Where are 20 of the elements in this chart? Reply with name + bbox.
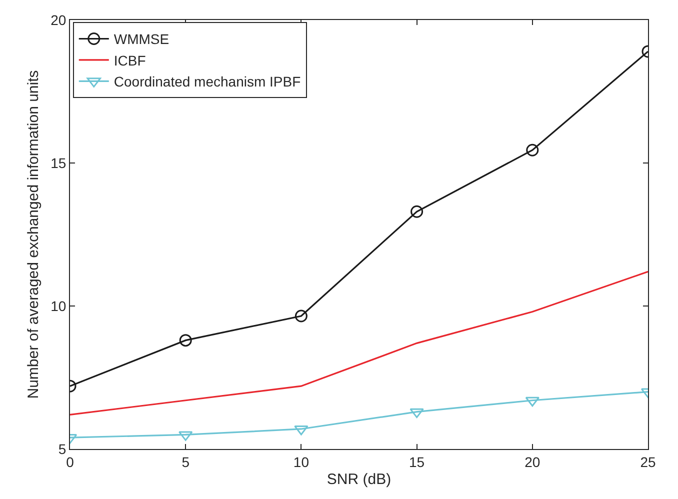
legend-label: WMMSE <box>114 31 170 48</box>
legend-label: ICBF <box>114 52 146 68</box>
line-series <box>70 270 648 416</box>
y-tick-label: 10 <box>50 298 66 314</box>
x-tick-label: 20 <box>524 454 540 470</box>
y-tick-label: 20 <box>50 12 66 28</box>
point <box>410 408 424 418</box>
x-tick-label: 10 <box>293 454 310 470</box>
x-tick-label: 0 <box>66 454 74 470</box>
y-tick-label: 5 <box>58 440 66 457</box>
legend-label: Coordinated mechanism IPBF <box>114 74 301 90</box>
point <box>294 310 308 322</box>
point <box>294 425 308 436</box>
point <box>410 205 424 218</box>
y-tick-label: 15 <box>50 154 66 171</box>
x-tick-label: 5 <box>182 454 190 470</box>
y-axis-title: Number of averaged exchanged information units <box>24 70 42 399</box>
x-tick-label: 15 <box>409 454 425 470</box>
x-axis-title: SNR (dB) <box>326 470 392 488</box>
x-tick-label: 25 <box>640 454 656 470</box>
